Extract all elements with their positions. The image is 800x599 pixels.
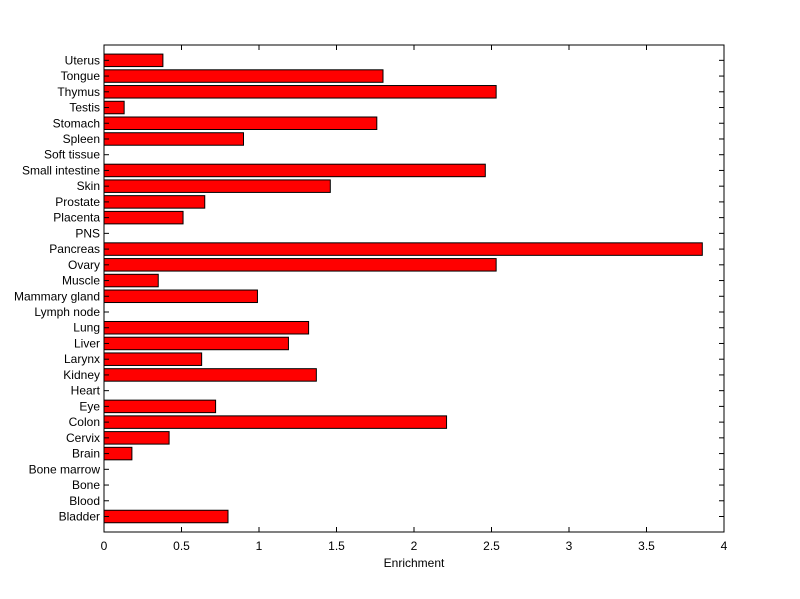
bar-tongue xyxy=(103,69,384,83)
y-tick-label-stomach: Stomach xyxy=(53,116,100,130)
x-tick-label-3: 1.5 xyxy=(328,539,345,553)
plot-frame xyxy=(103,44,725,533)
y-tick-label-testis: Testis xyxy=(69,101,100,115)
y-tick-label-ovary: Ovary xyxy=(68,258,100,272)
bar-cervix xyxy=(103,431,170,445)
bar-bladder xyxy=(103,509,229,524)
y-tick-label-liver: Liver xyxy=(74,336,100,350)
x-tick-label-6: 3 xyxy=(566,539,573,553)
y-tick-label-tongue: Tongue xyxy=(61,69,101,83)
y-tick-label-larynx: Larynx xyxy=(64,352,100,366)
y-tick-label-thymus: Thymus xyxy=(57,85,100,99)
y-tick-label-small-intestine: Small intestine xyxy=(22,163,100,177)
y-tick-label-mammary-gland: Mammary gland xyxy=(14,289,100,303)
x-tick-label-0: 0 xyxy=(101,539,108,553)
x-axis-title: Enrichment xyxy=(384,556,445,570)
y-tick-label-pancreas: Pancreas xyxy=(49,242,100,256)
y-tick-label-cervix: Cervix xyxy=(66,431,100,445)
bar-ovary xyxy=(103,258,497,272)
y-tick-label-brain: Brain xyxy=(72,447,100,461)
y-tick-label-prostate: Prostate xyxy=(55,195,100,209)
y-tick-label-lung: Lung xyxy=(73,321,100,335)
y-tick-label-bone: Bone xyxy=(72,478,100,492)
y-tick-label-lymph-node: Lymph node xyxy=(34,305,100,319)
y-tick-label-colon: Colon xyxy=(69,415,100,429)
y-tick-label-skin: Skin xyxy=(77,179,100,193)
bar-lung xyxy=(103,320,310,335)
y-tick-label-pns: PNS xyxy=(75,226,100,240)
y-tick-label-heart: Heart xyxy=(71,384,101,398)
bar-small-intestine xyxy=(103,163,486,178)
x-tick-label-7: 3.5 xyxy=(638,539,655,553)
bar-larynx xyxy=(103,352,203,366)
bar-spleen xyxy=(103,132,244,146)
bar-uterus xyxy=(103,53,164,68)
x-axis-ticks: 0 0.5 1 1.5 2 2.5 3 3.5 4 xyxy=(101,45,728,553)
bar-liver xyxy=(103,336,289,351)
y-tick-label-spleen: Spleen xyxy=(63,132,100,146)
bar-placenta xyxy=(103,210,184,225)
bar-prostate xyxy=(103,195,206,209)
y-tick-label-placenta: Placenta xyxy=(53,211,100,225)
x-tick-label-4: 2 xyxy=(411,539,418,553)
y-tick-label-bladder: Bladder xyxy=(59,510,100,524)
bar-colon xyxy=(103,415,448,429)
y-tick-label-blood: Blood xyxy=(69,494,100,508)
y-tick-label-kidney: Kidney xyxy=(63,368,100,382)
y-tick-label-eye: Eye xyxy=(79,399,100,413)
x-tick-label-5: 2.5 xyxy=(483,539,500,553)
bar-muscle xyxy=(103,273,159,288)
bar-eye xyxy=(103,399,217,414)
x-tick-label-8: 4 xyxy=(721,539,728,553)
y-tick-label-uterus: Uterus xyxy=(65,53,100,67)
bar-skin xyxy=(103,179,331,193)
y-tick-label-soft-tissue: Soft tissue xyxy=(44,148,100,162)
y-tick-label-bone-marrow: Bone marrow xyxy=(29,462,101,476)
bar-mammary-gland xyxy=(103,289,258,304)
x-tick-label-2: 1 xyxy=(256,539,263,553)
bar-thymus xyxy=(103,85,497,99)
bar-pancreas xyxy=(103,242,703,256)
x-tick-label-1: 0.5 xyxy=(173,539,190,553)
y-tick-label-muscle: Muscle xyxy=(62,274,100,288)
bar-stomach xyxy=(103,116,378,130)
bar-kidney xyxy=(103,368,317,382)
